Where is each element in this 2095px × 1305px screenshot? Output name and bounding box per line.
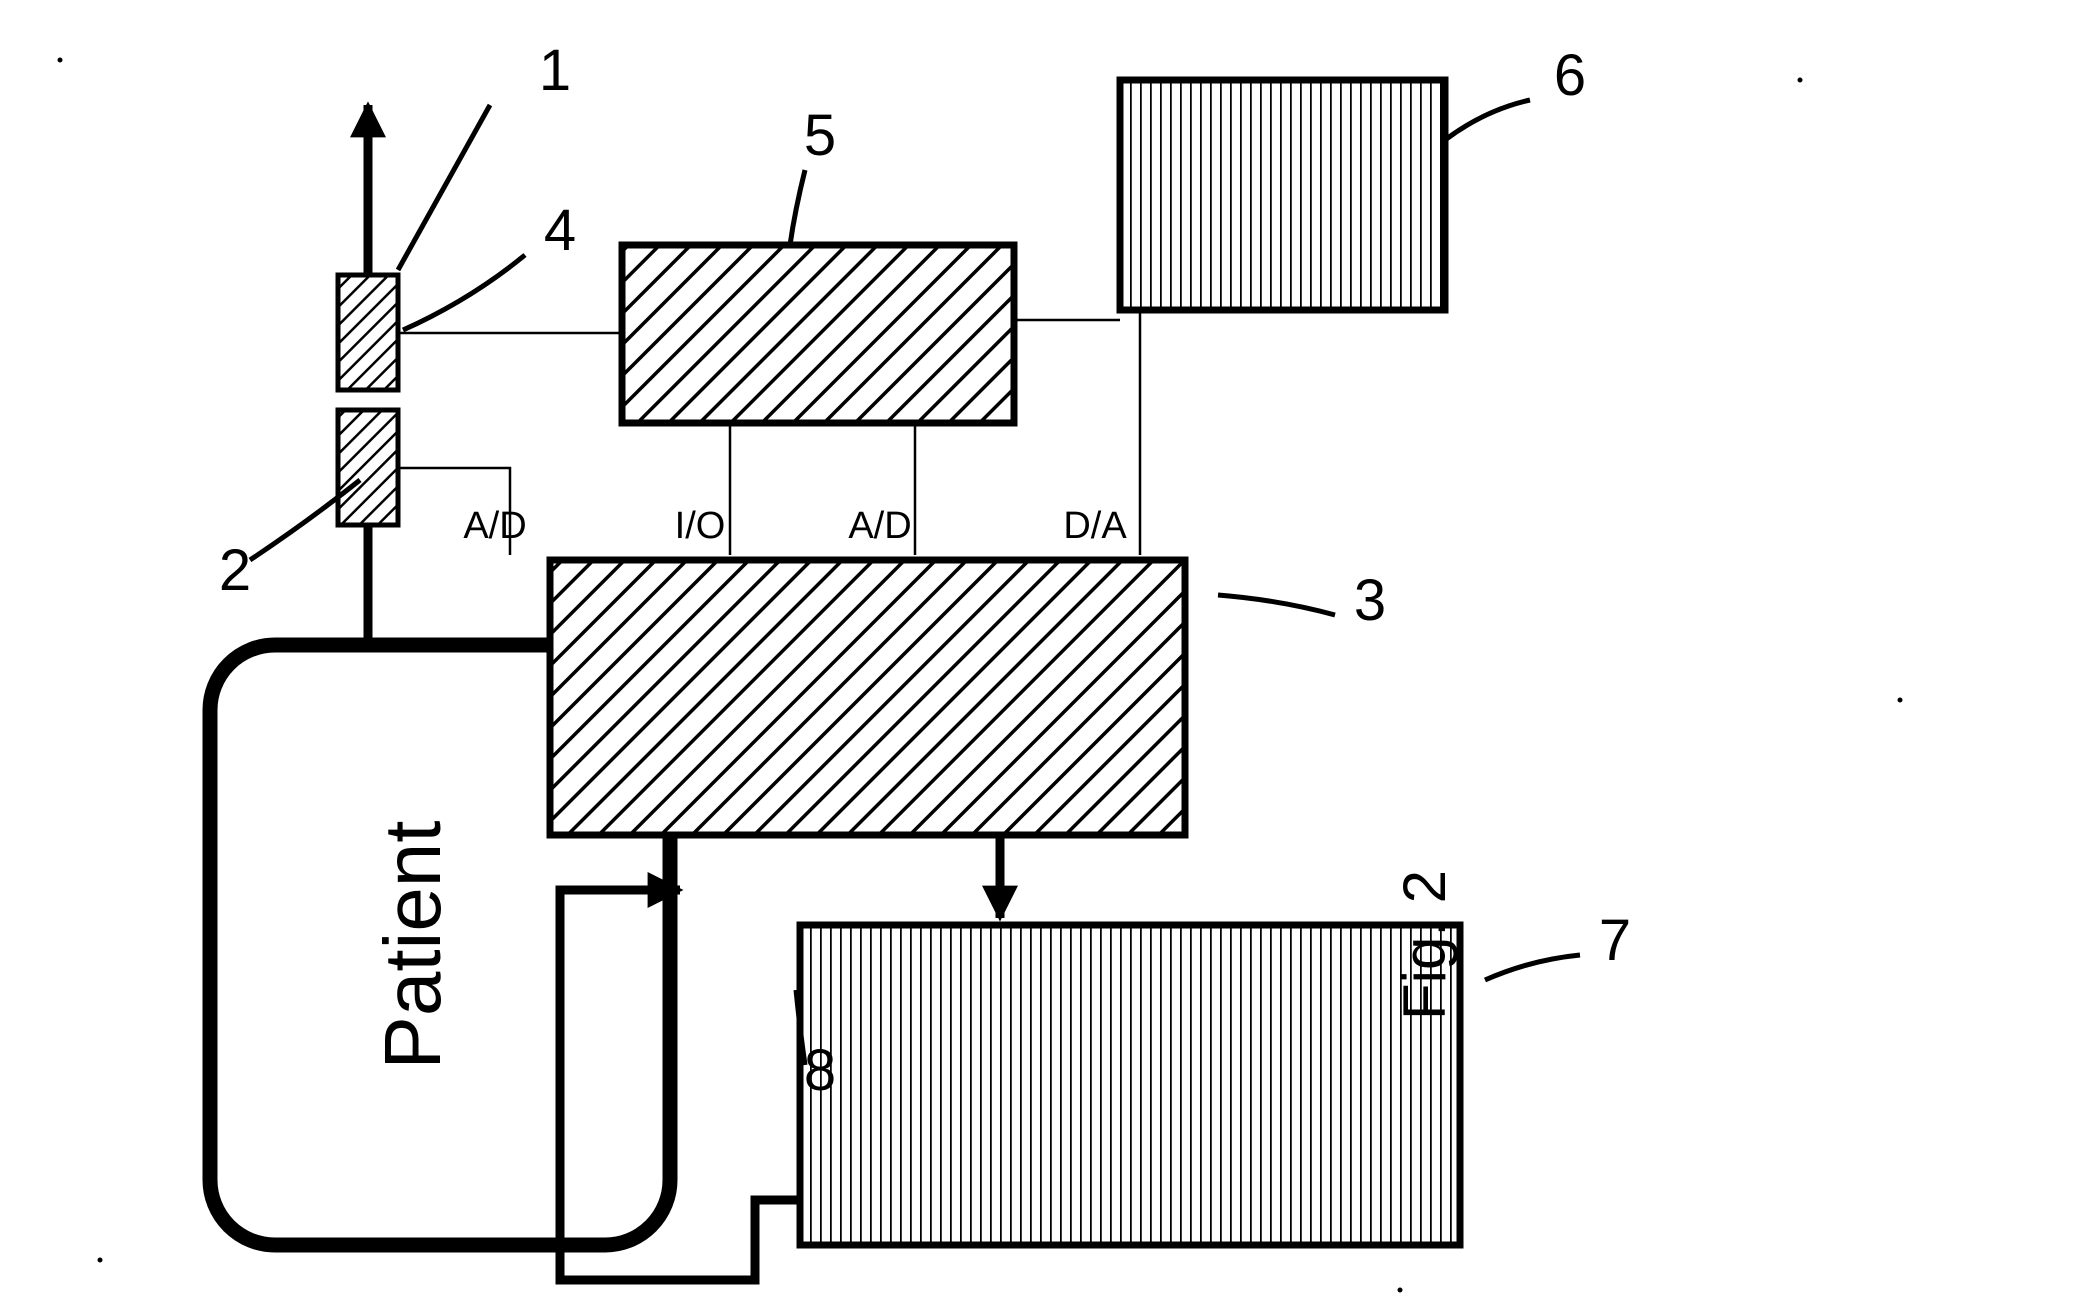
block-6	[1120, 80, 1445, 310]
block-7	[800, 925, 1460, 1245]
port-label-AD_right: A/D	[848, 505, 911, 547]
port-label-IO: I/O	[675, 505, 726, 547]
callout-num-6: 6	[1554, 43, 1586, 108]
block-5	[622, 245, 1014, 423]
speck-4	[1398, 1288, 1403, 1293]
port-label-AD_left: A/D	[463, 505, 526, 547]
patient-label: Patient	[368, 820, 457, 1069]
callout-num-8: 8	[804, 1038, 836, 1103]
speck-0	[98, 1258, 103, 1263]
callout-num-1: 1	[539, 38, 571, 103]
callout-num-5: 5	[804, 103, 836, 168]
speck-2	[1898, 698, 1903, 703]
sensor-4	[338, 275, 398, 390]
callout-num-7: 7	[1599, 908, 1631, 973]
callout-num-4: 4	[544, 198, 576, 263]
callout-num-2: 2	[219, 538, 251, 603]
speck-1	[1798, 78, 1803, 83]
port-label-DA: D/A	[1063, 505, 1127, 547]
figure-label: Fig. 2	[1391, 870, 1458, 1020]
sensor-2	[338, 410, 398, 525]
block-3	[550, 560, 1185, 835]
speck-3	[58, 58, 63, 63]
callout-num-3: 3	[1354, 568, 1386, 633]
